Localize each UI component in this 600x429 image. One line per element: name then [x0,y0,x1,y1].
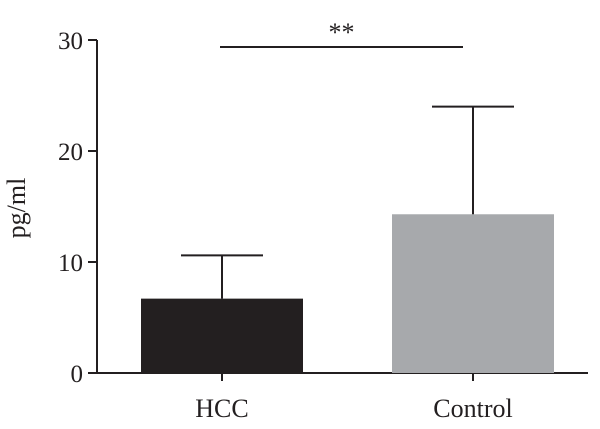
significance-label: ** [329,18,355,47]
bar-control [392,214,554,373]
x-axis-tick-labels: HCC Control [195,373,513,423]
y-tick-label: 20 [58,139,83,166]
significance-annotations: ** [220,18,463,48]
y-tick-label: 30 [58,28,83,55]
bar-hcc [141,298,303,373]
x-tick-label: Control [433,394,512,423]
bars [141,214,554,373]
error-bars [181,105,514,299]
x-tick-label: HCC [195,394,248,423]
y-tick-label: 0 [71,361,84,388]
y-axis-ticks: 0 10 20 30 [58,28,97,388]
y-axis-title: pg/ml [2,178,31,239]
y-tick-label: 10 [58,250,83,277]
